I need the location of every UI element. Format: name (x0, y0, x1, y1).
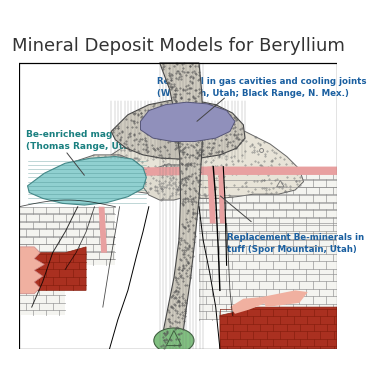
Polygon shape (262, 290, 308, 307)
Polygon shape (160, 63, 203, 349)
Bar (19, 207, 116, 265)
Polygon shape (218, 166, 225, 223)
Polygon shape (143, 166, 337, 176)
Polygon shape (111, 101, 245, 159)
Bar (19, 265, 65, 315)
Polygon shape (28, 157, 146, 205)
Polygon shape (51, 155, 143, 198)
Bar (199, 172, 337, 223)
Text: Replacement Be-minerals in
tuff (Spor Mountain, Utah): Replacement Be-minerals in tuff (Spor Mo… (226, 233, 364, 254)
Polygon shape (141, 102, 235, 141)
Polygon shape (99, 207, 107, 253)
Ellipse shape (154, 328, 194, 353)
Polygon shape (230, 297, 266, 314)
Polygon shape (19, 247, 86, 290)
Bar (199, 274, 337, 320)
Polygon shape (19, 247, 44, 294)
Polygon shape (220, 307, 337, 349)
Text: Be-enriched magma
(Thomas Range, Utah): Be-enriched magma (Thomas Range, Utah) (26, 130, 140, 150)
Text: Mineral Deposit Models for Beryllium: Mineral Deposit Models for Beryllium (12, 37, 345, 55)
Polygon shape (103, 122, 304, 198)
Text: Red beryl in gas cavities and cooling joints
(Wah Wah, Utah; Black Range, N. Mex: Red beryl in gas cavities and cooling jo… (157, 77, 367, 98)
Bar (199, 223, 337, 274)
Polygon shape (207, 166, 216, 223)
Polygon shape (143, 165, 195, 200)
